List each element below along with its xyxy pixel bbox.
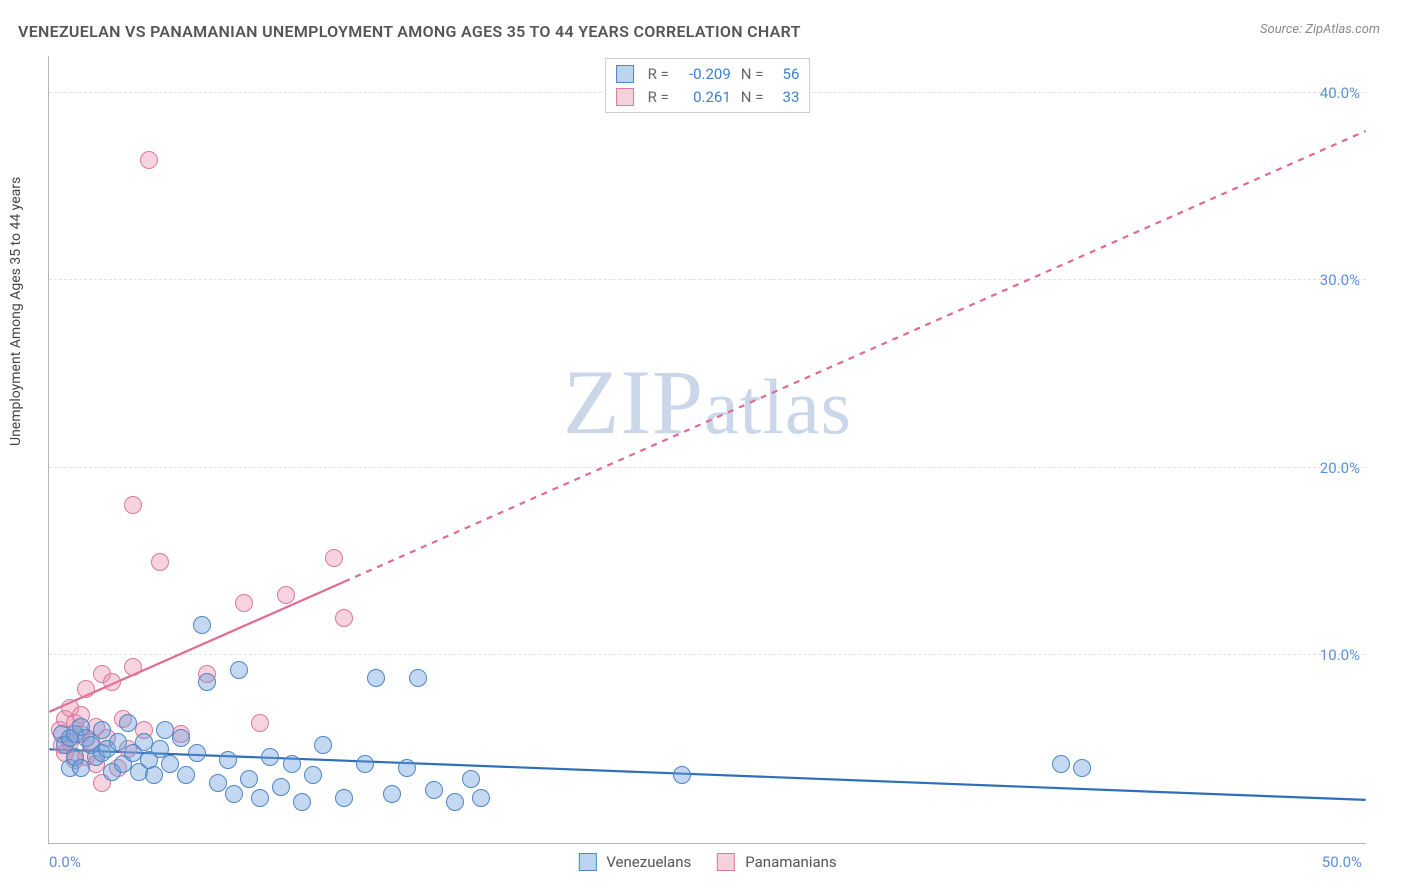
gridline bbox=[49, 467, 1366, 468]
legend-label: Venezuelans bbox=[606, 853, 691, 871]
r-label: R = bbox=[648, 63, 669, 86]
legend-stats-row: R = 0.261 N = 33 bbox=[616, 86, 800, 109]
data-point bbox=[283, 755, 301, 773]
data-point bbox=[77, 680, 95, 698]
data-point bbox=[425, 781, 443, 799]
data-point bbox=[272, 778, 290, 796]
legend-item: Venezuelans bbox=[578, 853, 691, 871]
data-point bbox=[356, 755, 374, 773]
data-point bbox=[293, 793, 311, 811]
n-value: 56 bbox=[773, 63, 799, 86]
data-point bbox=[198, 673, 216, 691]
data-point bbox=[161, 755, 179, 773]
y-tick-label: 30.0% bbox=[1312, 271, 1360, 289]
data-point bbox=[314, 736, 332, 754]
data-point bbox=[367, 669, 385, 687]
swatch-icon bbox=[616, 88, 634, 106]
data-point bbox=[251, 714, 269, 732]
legend-stats: R = -0.209 N = 56 R = 0.261 N = 33 bbox=[605, 58, 811, 113]
data-point bbox=[398, 759, 416, 777]
data-point bbox=[72, 759, 90, 777]
x-tick-min: 0.0% bbox=[49, 853, 81, 871]
data-point bbox=[383, 785, 401, 803]
data-point bbox=[103, 673, 121, 691]
data-point bbox=[235, 594, 253, 612]
watermark: ZIPatlas bbox=[563, 349, 852, 455]
y-tick-label: 20.0% bbox=[1312, 459, 1360, 477]
r-value: -0.209 bbox=[679, 63, 731, 86]
trend-lines bbox=[49, 56, 1366, 843]
data-point bbox=[462, 770, 480, 788]
data-point bbox=[109, 733, 127, 751]
y-axis-label: Unemployment Among Ages 35 to 44 years bbox=[8, 177, 24, 446]
data-point bbox=[124, 496, 142, 514]
gridline bbox=[49, 279, 1366, 280]
n-label: N = bbox=[741, 86, 764, 109]
swatch-icon bbox=[578, 853, 596, 871]
data-point bbox=[209, 774, 227, 792]
data-point bbox=[277, 586, 295, 604]
n-value: 33 bbox=[773, 86, 799, 109]
data-point bbox=[230, 661, 248, 679]
data-point bbox=[1073, 759, 1091, 777]
data-point bbox=[335, 789, 353, 807]
r-value: 0.261 bbox=[679, 86, 731, 109]
data-point bbox=[219, 751, 237, 769]
r-label: R = bbox=[648, 86, 669, 109]
data-point bbox=[673, 766, 691, 784]
gridline bbox=[49, 654, 1366, 655]
data-point bbox=[93, 721, 111, 739]
data-point bbox=[177, 766, 195, 784]
n-label: N = bbox=[741, 63, 764, 86]
source-attribution: Source: ZipAtlas.com bbox=[1260, 22, 1380, 37]
legend-item: Panamanians bbox=[717, 853, 836, 871]
legend-stats-row: R = -0.209 N = 56 bbox=[616, 63, 800, 86]
data-point bbox=[472, 789, 490, 807]
data-point bbox=[140, 151, 158, 169]
swatch-icon bbox=[616, 65, 634, 83]
x-tick-max: 50.0% bbox=[1322, 853, 1362, 871]
data-point bbox=[325, 549, 343, 567]
data-point bbox=[240, 770, 258, 788]
legend-series: Venezuelans Panamanians bbox=[578, 853, 836, 871]
legend-label: Panamanians bbox=[745, 853, 836, 871]
data-point bbox=[172, 729, 190, 747]
data-point bbox=[225, 785, 243, 803]
data-point bbox=[446, 793, 464, 811]
data-point bbox=[1052, 755, 1070, 773]
chart-title: VENEZUELAN VS PANAMANIAN UNEMPLOYMENT AM… bbox=[18, 22, 801, 41]
data-point bbox=[335, 609, 353, 627]
data-point bbox=[251, 789, 269, 807]
data-point bbox=[193, 616, 211, 634]
y-tick-label: 40.0% bbox=[1312, 84, 1360, 102]
data-point bbox=[304, 766, 322, 784]
data-point bbox=[409, 669, 427, 687]
data-point bbox=[124, 658, 142, 676]
data-point bbox=[151, 553, 169, 571]
y-tick-label: 10.0% bbox=[1312, 646, 1360, 664]
data-point bbox=[119, 714, 137, 732]
data-point bbox=[188, 744, 206, 762]
data-point bbox=[145, 766, 163, 784]
plot-area: ZIPatlas 10.0% 20.0% 30.0% 40.0% R = -0.209… bbox=[48, 56, 1366, 844]
data-point bbox=[261, 748, 279, 766]
swatch-icon bbox=[717, 853, 735, 871]
